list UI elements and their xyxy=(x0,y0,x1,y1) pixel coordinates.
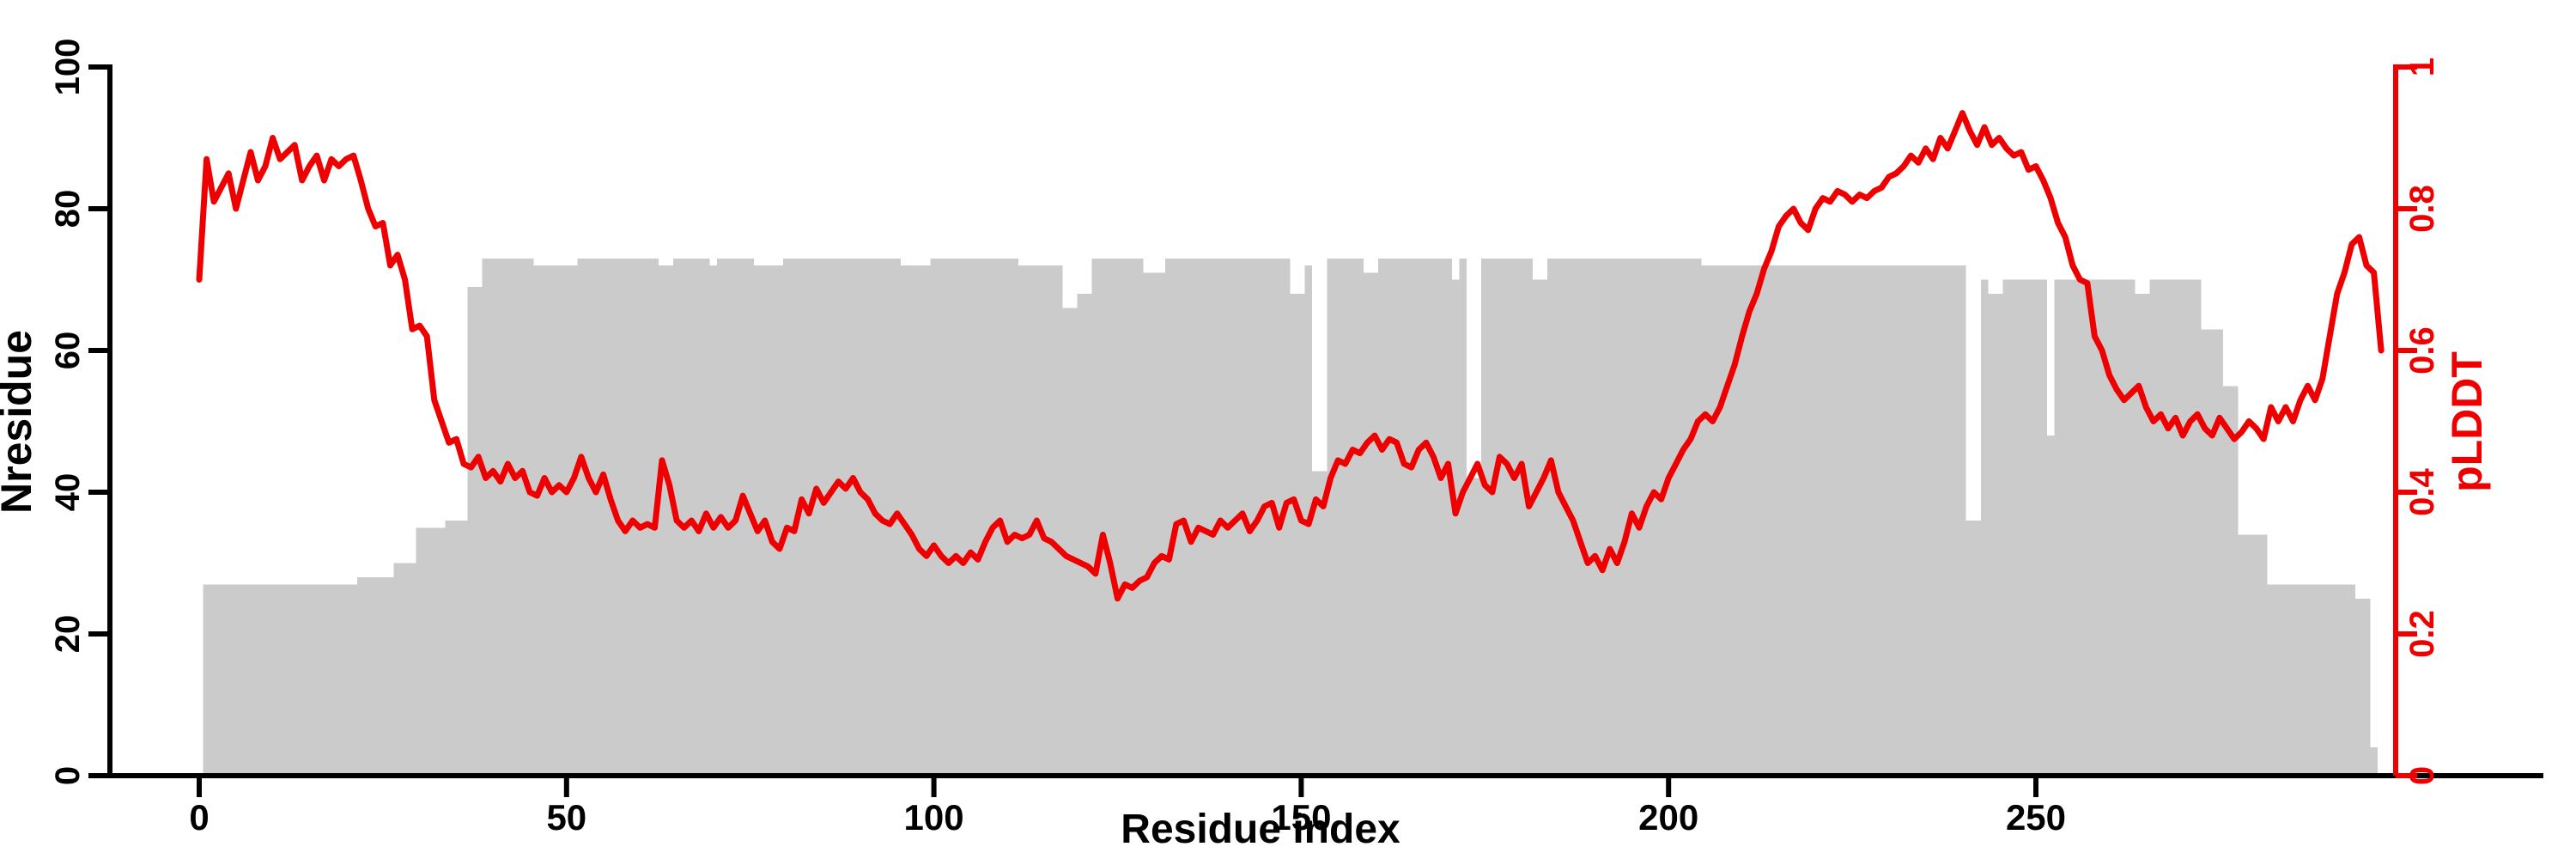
nresidue-bar-segment xyxy=(658,265,673,776)
nresidue-bar-segment xyxy=(2002,279,2047,776)
left-axis-tick-label: 100 xyxy=(49,39,87,96)
right-axis-tick-label: 0 xyxy=(2403,766,2441,785)
nresidue-bar-segment xyxy=(2135,294,2150,776)
nresidue-bar-segment xyxy=(1532,279,1548,776)
nresidue-bar-segment xyxy=(533,265,578,776)
nresidue-bar-segment xyxy=(356,577,394,776)
right-axis-tick-label: 1 xyxy=(2403,58,2441,76)
nresidue-bar-segment xyxy=(1459,258,1467,776)
nresidue-bar-segment xyxy=(753,265,784,776)
nresidue-bar-segment xyxy=(2054,279,2136,776)
left-axis-tick-label: 0 xyxy=(49,766,87,785)
left-axis-tick-label: 40 xyxy=(49,473,87,512)
nresidue-bar-segment xyxy=(930,258,1018,776)
nresidue-bar-segment xyxy=(2370,747,2378,776)
left-axis-tick-label: 80 xyxy=(49,190,87,228)
nresidue-bar-segment xyxy=(1451,279,1460,776)
nresidue-bar-segment xyxy=(1143,272,1166,776)
nresidue-bar-segment xyxy=(2238,534,2268,776)
right-axis-tick-label: 0.2 xyxy=(2403,610,2441,658)
x-axis-tick-label: 100 xyxy=(904,797,964,838)
nresidue-bar-segment xyxy=(2267,584,2356,776)
y-right-axis-title: pLDDT xyxy=(2443,351,2491,492)
nresidue-bar-segment xyxy=(709,265,718,776)
right-axis-tick-label: 0.4 xyxy=(2403,467,2441,515)
x-axis-tick-label: 200 xyxy=(1638,797,1698,838)
y-left-axis-title: Nresidue xyxy=(0,330,40,514)
nresidue-bar-segment xyxy=(1091,258,1144,776)
nresidue-bar-segment xyxy=(1062,308,1078,776)
nresidue-bar-segment xyxy=(2149,279,2202,776)
plddt-line xyxy=(196,110,2385,602)
x-axis: 0 50 100 150 200 250 xyxy=(107,773,2543,838)
nresidue-bar-segment xyxy=(1290,294,1305,776)
plddt-line-layer xyxy=(196,110,2385,602)
left-axis-tick-label: 60 xyxy=(49,332,87,370)
nresidue-bar-segment xyxy=(467,286,483,776)
nresidue-bar-segment xyxy=(1980,279,1989,776)
right-axis: 0 0.2 0.4 0.6 0.8 1 xyxy=(2393,58,2441,785)
nresidue-bar-segment xyxy=(203,584,357,776)
nresidue-bar-segment xyxy=(1165,258,1291,776)
nresidue-bar-segment xyxy=(1466,478,1482,776)
left-axis: 0 20 40 60 80 100 xyxy=(49,39,112,785)
nresidue-bar-segment xyxy=(1701,265,1966,776)
x-axis-title: Residue index xyxy=(1121,807,1400,852)
nresidue-bar-segment xyxy=(416,527,446,776)
nresidue-bars-layer xyxy=(203,258,2378,776)
nresidue-bar-segment xyxy=(1965,521,1981,776)
nresidue-bar-segment xyxy=(2355,598,2371,776)
nresidue-bar-segment xyxy=(1327,258,1364,776)
nresidue-bar-segment xyxy=(1378,258,1452,776)
nresidue-bar-segment xyxy=(1481,258,1533,776)
nresidue-bar-segment xyxy=(2046,436,2055,776)
nresidue-bar-segment xyxy=(1312,471,1327,776)
x-axis-tick-label: 0 xyxy=(189,797,209,838)
nresidue-bar-segment xyxy=(1077,294,1092,776)
nresidue-bar-segment xyxy=(1018,265,1063,776)
nresidue-bar-segment xyxy=(482,258,534,776)
right-axis-tick-label: 0.6 xyxy=(2403,326,2441,375)
right-axis-tick-label: 0.8 xyxy=(2403,185,2441,233)
left-axis-tick-label: 20 xyxy=(49,615,87,654)
nresidue-bar-segment xyxy=(1988,294,2003,776)
nresidue-bar-segment xyxy=(445,521,468,776)
nresidue-bar-segment xyxy=(2223,386,2239,776)
x-axis-tick-label: 150 xyxy=(1271,797,1331,838)
nresidue-bar-segment xyxy=(783,258,902,776)
nresidue-bar-segment xyxy=(2201,329,2224,776)
nresidue-bar-segment xyxy=(1364,272,1379,776)
nresidue-bar-segment xyxy=(393,563,416,776)
x-axis-tick-label: 250 xyxy=(2006,797,2066,838)
x-axis-tick-label: 50 xyxy=(546,797,586,838)
